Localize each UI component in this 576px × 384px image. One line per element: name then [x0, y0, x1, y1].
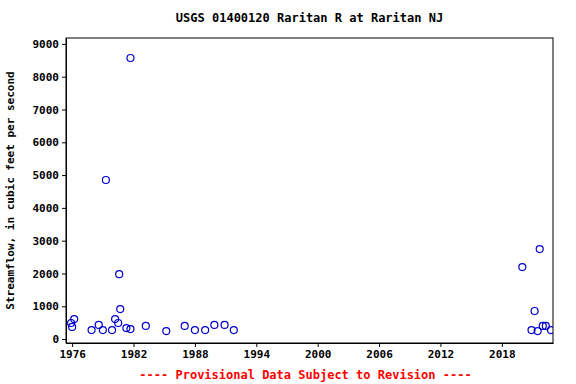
- y-axis-title: Streamflow, in cubic feet per second: [4, 71, 17, 309]
- point: [109, 327, 116, 334]
- tick-mark: [62, 44, 66, 45]
- point: [230, 327, 237, 334]
- tick: 4000: [33, 202, 67, 215]
- tick-mark: [195, 343, 196, 347]
- point: [117, 306, 124, 313]
- tick-label: 0: [52, 333, 59, 346]
- tick: 2018: [489, 343, 516, 361]
- tick-mark: [440, 343, 441, 347]
- tick-label: 1988: [182, 348, 209, 361]
- point: [99, 327, 106, 334]
- tick-label: 2000: [33, 267, 60, 280]
- chart: 1976 1982 1988 1994 2000 2006 2012 2018 0 1000 200…: [0, 0, 576, 384]
- tick: 2012: [428, 343, 455, 361]
- point: [88, 327, 95, 334]
- tick-mark: [62, 77, 66, 78]
- tick: 2006: [366, 343, 393, 361]
- tick-label: 4000: [33, 202, 60, 215]
- point: [71, 316, 78, 323]
- point: [142, 322, 149, 329]
- point: [202, 327, 209, 334]
- points: [68, 55, 553, 335]
- tick-label: 2012: [428, 348, 455, 361]
- tick-label: 5000: [33, 169, 60, 182]
- tick-mark: [379, 343, 380, 347]
- tick-label: 1976: [59, 348, 86, 361]
- point: [127, 55, 134, 62]
- point: [191, 327, 198, 334]
- tick-mark: [502, 343, 503, 347]
- tick: 5000: [33, 169, 67, 182]
- note: ---- Provisional Data Subject to Revisio…: [139, 368, 471, 382]
- point: [69, 323, 76, 330]
- point: [163, 328, 170, 335]
- point: [531, 308, 538, 315]
- point: [116, 271, 123, 278]
- tick-label: 9000: [33, 38, 60, 51]
- tick: 2000: [305, 343, 332, 361]
- tick-mark: [62, 175, 66, 176]
- tick: 8000: [33, 71, 67, 84]
- tick-mark: [62, 208, 66, 209]
- plot-frame: [66, 38, 553, 343]
- tick-label: 1994: [244, 348, 271, 361]
- tick: 2000: [33, 267, 67, 280]
- tick-mark: [318, 343, 319, 347]
- point: [211, 321, 218, 328]
- point: [181, 322, 188, 329]
- tick-mark: [62, 306, 66, 307]
- tick-label: 1982: [121, 348, 148, 361]
- axis-line: [66, 39, 67, 344]
- tick: 0: [52, 333, 66, 346]
- y-axis: 0 1000 2000 3000 4000 5000 6000 7000 8000 9000: [33, 38, 67, 346]
- point: [102, 177, 109, 184]
- tick-label: 2018: [489, 348, 516, 361]
- tick: 9000: [33, 38, 67, 51]
- tick: 7000: [33, 104, 67, 117]
- point: [519, 264, 526, 271]
- tick: 1000: [33, 300, 67, 313]
- tick-label: 1000: [33, 300, 60, 313]
- tick: 6000: [33, 136, 67, 149]
- point: [536, 246, 543, 253]
- tick: 1994: [244, 343, 271, 361]
- tick: 1982: [121, 343, 148, 361]
- tick-mark: [62, 109, 66, 110]
- tick-mark: [62, 273, 66, 274]
- tick-label: 3000: [33, 235, 60, 248]
- tick-label: 6000: [33, 136, 60, 149]
- tick-label: 8000: [33, 71, 60, 84]
- tick: 3000: [33, 235, 67, 248]
- x-axis: 1976 1982 1988 1994 2000 2006 2012 2018: [59, 343, 553, 361]
- tick: 1988: [182, 343, 209, 361]
- tick-mark: [62, 142, 66, 143]
- point: [127, 326, 134, 333]
- tick-mark: [256, 343, 257, 347]
- point: [547, 327, 553, 334]
- tick: 1976: [59, 343, 86, 361]
- tick-label: 2006: [366, 348, 393, 361]
- tick-mark: [134, 343, 135, 347]
- point: [221, 321, 228, 328]
- tick-label: 2000: [305, 348, 332, 361]
- tick-mark: [62, 339, 66, 340]
- tick-mark: [62, 241, 66, 242]
- tick-mark: [72, 343, 73, 347]
- title: USGS 01400120 Raritan R at Raritan NJ: [176, 11, 443, 25]
- axis-line: [67, 343, 554, 344]
- point: [115, 319, 122, 326]
- tick-label: 7000: [33, 104, 60, 117]
